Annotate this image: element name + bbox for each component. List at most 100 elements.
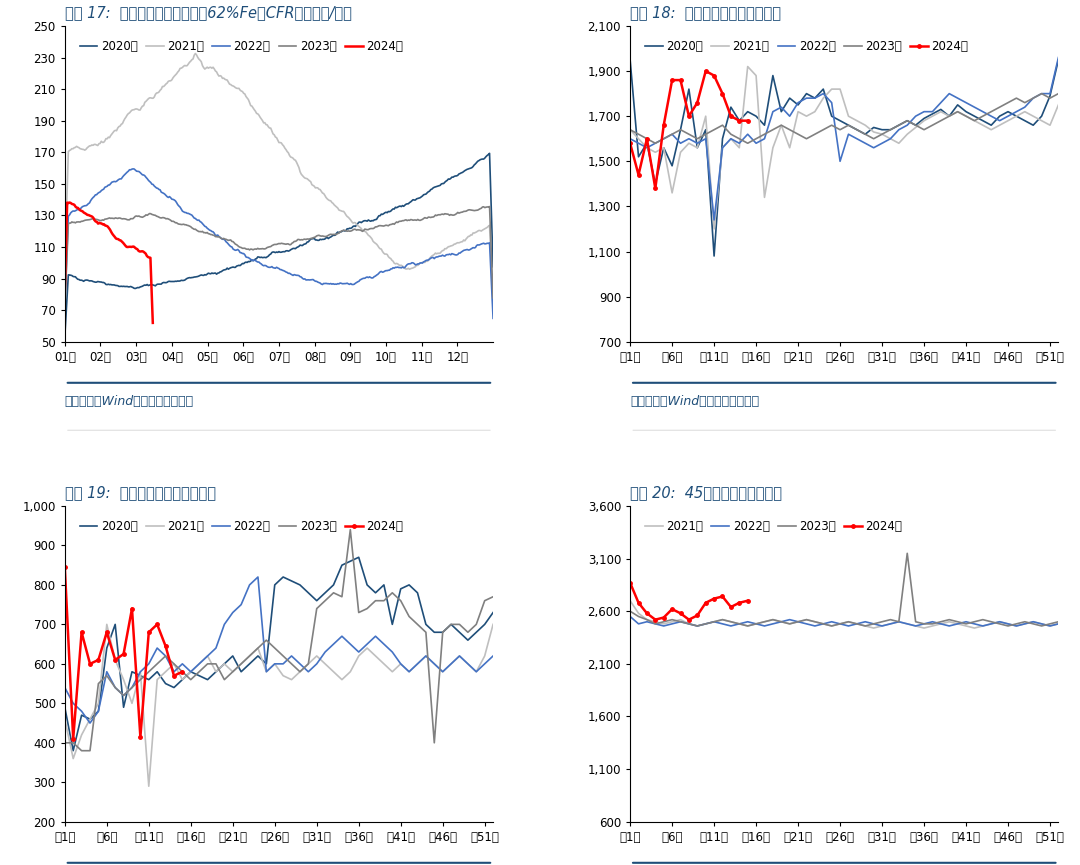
2024年 bbox=[716, 592, 729, 602]
2024年 bbox=[623, 578, 636, 588]
2023年 bbox=[100, 670, 113, 681]
2023年 bbox=[909, 120, 922, 131]
2024年 bbox=[707, 593, 720, 604]
2022年 bbox=[623, 133, 636, 144]
2021年 bbox=[901, 129, 914, 139]
2023年 bbox=[1052, 88, 1065, 99]
2024年 bbox=[632, 170, 645, 180]
2023年 bbox=[487, 592, 500, 602]
Line: 2024年: 2024年 bbox=[63, 566, 184, 740]
2023年 bbox=[149, 210, 162, 221]
2023年 bbox=[658, 617, 671, 627]
Line: 2022年: 2022年 bbox=[65, 577, 494, 723]
2022年 bbox=[487, 650, 500, 661]
Line: 2020年: 2020年 bbox=[65, 153, 494, 337]
2021年 bbox=[623, 125, 636, 135]
2021年 bbox=[232, 83, 245, 93]
2021年 bbox=[1052, 618, 1065, 629]
2023年 bbox=[649, 138, 662, 149]
2022年 bbox=[658, 621, 671, 631]
2022年 bbox=[301, 667, 314, 677]
2021年 bbox=[867, 623, 880, 633]
2021年 bbox=[487, 304, 500, 314]
2024年 bbox=[699, 66, 712, 76]
2024年 bbox=[640, 133, 653, 144]
2020年 bbox=[294, 580, 307, 590]
2022年 bbox=[232, 246, 245, 256]
2021年 bbox=[468, 227, 481, 238]
2022年 bbox=[126, 163, 139, 174]
2024年 bbox=[649, 614, 662, 625]
2023年 bbox=[327, 587, 340, 598]
Text: 资料来源：Wind，国盛证券研究所: 资料来源：Wind，国盛证券研究所 bbox=[65, 395, 194, 408]
2020年 bbox=[892, 120, 905, 131]
2024年 bbox=[640, 608, 653, 618]
2022年 bbox=[83, 718, 96, 728]
2023年 bbox=[483, 202, 496, 212]
2023年 bbox=[218, 675, 231, 685]
2024年 bbox=[716, 88, 729, 99]
2023年 bbox=[1035, 88, 1048, 99]
2024年 bbox=[683, 111, 696, 121]
2024年 bbox=[176, 667, 189, 677]
2020年 bbox=[343, 556, 356, 567]
2024年 bbox=[167, 670, 180, 681]
Line: 2022年: 2022年 bbox=[65, 169, 494, 318]
2020年 bbox=[58, 332, 71, 343]
2020年 bbox=[426, 184, 438, 195]
2024年 bbox=[623, 138, 636, 149]
2020年 bbox=[352, 552, 365, 562]
2024年 bbox=[129, 242, 141, 253]
2022年 bbox=[487, 313, 500, 324]
2023年 bbox=[294, 667, 307, 677]
2024年 bbox=[151, 619, 164, 630]
2021年 bbox=[301, 658, 314, 669]
Line: 2024年: 2024年 bbox=[629, 69, 750, 190]
2021年 bbox=[336, 675, 349, 685]
2023年 bbox=[467, 205, 480, 215]
Line: 2020年: 2020年 bbox=[65, 557, 494, 751]
2021年 bbox=[623, 595, 636, 606]
2023年 bbox=[918, 618, 931, 629]
2023年 bbox=[892, 617, 905, 627]
2023年 bbox=[1052, 617, 1065, 627]
2023年 bbox=[487, 293, 500, 304]
Legend: 2020年, 2021年, 2022年, 2023年, 2024年: 2020年, 2021年, 2022年, 2023年, 2024年 bbox=[75, 35, 408, 57]
2021年 bbox=[143, 781, 156, 791]
2023年 bbox=[76, 746, 89, 756]
2023年 bbox=[665, 129, 678, 139]
2023年 bbox=[691, 621, 704, 631]
2024年 bbox=[100, 627, 113, 638]
2022年 bbox=[834, 618, 847, 629]
2022年 bbox=[783, 111, 796, 121]
2022年 bbox=[783, 614, 796, 625]
2024年 bbox=[83, 658, 96, 669]
2024年 bbox=[159, 641, 172, 651]
2022年 bbox=[177, 207, 190, 217]
2023年 bbox=[268, 643, 281, 653]
2021年 bbox=[1027, 617, 1040, 627]
2024年 bbox=[76, 627, 89, 638]
2023年 bbox=[834, 618, 847, 629]
2022年 bbox=[58, 300, 71, 311]
2024年 bbox=[143, 627, 156, 638]
2021年 bbox=[58, 262, 71, 272]
2021年 bbox=[149, 89, 162, 99]
2020年 bbox=[783, 93, 796, 103]
Line: 2023年: 2023年 bbox=[630, 93, 1058, 144]
2021年 bbox=[741, 61, 754, 72]
2024年 bbox=[658, 612, 671, 623]
2021年 bbox=[427, 250, 440, 260]
2023年 bbox=[229, 239, 242, 249]
2023年 bbox=[901, 548, 914, 559]
Text: 图表 18:  澳洲周度发货量（万吨）: 图表 18: 澳洲周度发货量（万吨） bbox=[630, 5, 781, 21]
2020年 bbox=[176, 275, 189, 285]
2024年 bbox=[125, 604, 138, 614]
Text: 图表 20:  45港口到港量（万吨）: 图表 20: 45港口到港量（万吨） bbox=[630, 485, 782, 501]
2023年 bbox=[58, 738, 71, 748]
2022年 bbox=[58, 682, 71, 693]
2022年 bbox=[892, 125, 905, 135]
2023年 bbox=[892, 120, 905, 131]
2020年 bbox=[834, 116, 847, 126]
Text: 图表 19:  巴西周度发货量（万吨）: 图表 19: 巴西周度发货量（万吨） bbox=[65, 485, 216, 501]
